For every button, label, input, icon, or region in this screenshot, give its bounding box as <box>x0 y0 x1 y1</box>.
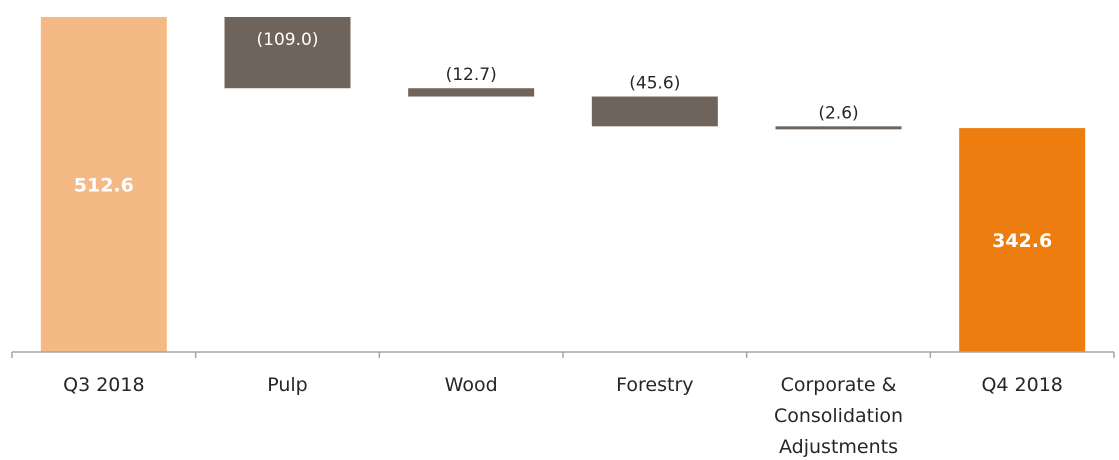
category-label-4: Corporate & Consolidation Adjustments <box>774 374 903 458</box>
category-label-line: Consolidation <box>774 405 903 427</box>
value-label-3: (45.6) <box>629 74 680 94</box>
category-label-0: Q3 2018 <box>63 374 144 396</box>
category-label-line: Pulp <box>267 374 308 396</box>
bar-0 <box>40 17 167 352</box>
category-label-line: Wood <box>445 374 498 396</box>
category-label-line: Q3 2018 <box>63 374 144 396</box>
category-label-line: Forestry <box>616 374 693 396</box>
bar-5 <box>959 128 1086 352</box>
category-label-2: Wood <box>445 374 498 396</box>
category-label-line: Q4 2018 <box>981 374 1062 396</box>
value-label-5: 342.6 <box>992 230 1052 252</box>
bars-group <box>40 17 1086 352</box>
category-label-1: Pulp <box>267 374 308 396</box>
category-label-5: Q4 2018 <box>981 374 1062 396</box>
labels-group: 512.6 Q3 2018 (109.0) Pulp (12.7) Wood (45.6) F… <box>63 30 1063 458</box>
category-label-line: Corporate & <box>781 374 897 396</box>
bar-2 <box>408 88 535 97</box>
bar-3 <box>591 96 718 127</box>
value-label-2: (12.7) <box>446 65 497 85</box>
value-label-1: (109.0) <box>257 30 319 50</box>
x-axis <box>11 351 1115 358</box>
value-label-4: (2.6) <box>818 103 858 123</box>
bar-1 <box>224 17 351 89</box>
category-label-3: Forestry <box>616 374 693 396</box>
bar-4 <box>775 126 902 130</box>
category-label-line: Adjustments <box>779 436 898 458</box>
value-label-0: 512.6 <box>74 175 134 197</box>
